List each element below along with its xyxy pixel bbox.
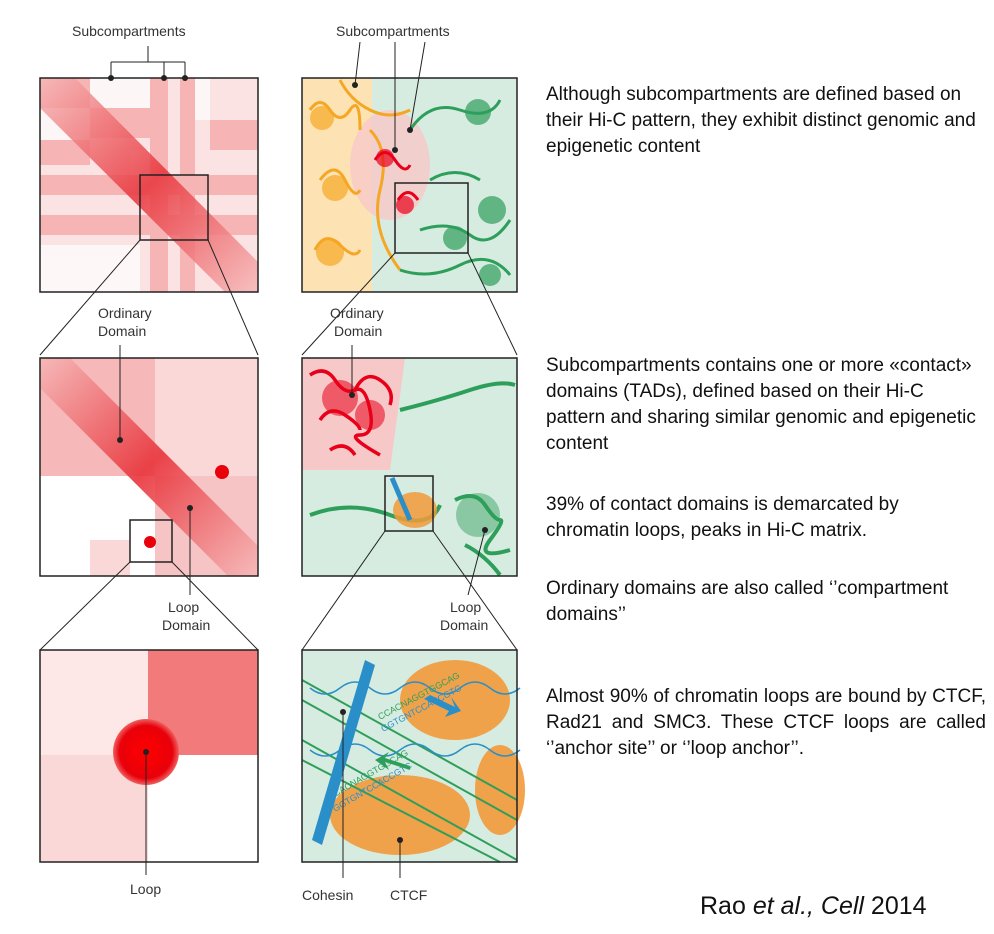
label-loop-domain-left-2: Domain [162, 617, 210, 633]
citation-journal: Cell [820, 892, 864, 920]
description-loops: 39% of contact domains is demarcated by … [546, 494, 899, 541]
loop-hic-matrix [39, 649, 259, 875]
label-loop: Loop [130, 881, 161, 897]
citation-author: Rao [700, 892, 753, 920]
label-ordinary-domain-right-1: Ordinary [330, 305, 384, 321]
zoom-line [432, 530, 518, 651]
subcompartments-hic-matrix [39, 46, 259, 293]
label-subcompartments-right: Subcompartments [336, 23, 450, 39]
label-subcompartments-left: Subcompartments [72, 23, 186, 39]
label-ordinary-domain-left-2: Domain [98, 323, 146, 339]
cohesin-ctcf-closeup: CCACNAGGTGGCAG GGTGNTCCACCGTC CCACNAGGTG… [301, 649, 525, 878]
arrow-green [375, 752, 410, 770]
label-ordinary-domain-left-1: Ordinary [98, 305, 152, 321]
label-cohesin: Cohesin [302, 887, 353, 903]
zoom-line [467, 252, 518, 356]
zoom-line [301, 530, 386, 651]
label-loop-domain-right-1: Loop [450, 599, 481, 615]
label-ctcf: CTCF [390, 887, 427, 903]
label-ordinary-domain-right-2: Domain [334, 323, 382, 339]
citation-etal: et al., [752, 892, 821, 920]
description-subcompartments: Although subcompartments are defined bas… [546, 84, 976, 157]
zoom-line [301, 252, 396, 356]
loop-peak-dot [215, 465, 229, 479]
subcompartments-chromatin [301, 41, 518, 293]
zoom-line [39, 239, 141, 356]
label-loop-domain-left-1: Loop [168, 599, 199, 615]
description-ctcf: Almost 90% of chromatin loops are bound … [546, 686, 986, 759]
label-loop-domain-right-2: Domain [440, 617, 488, 633]
description-ordinary-domains: Ordinary domains are also called ‘’compa… [546, 578, 949, 625]
zoom-line [207, 239, 259, 356]
zoom-line [171, 561, 259, 651]
arrow-blue [424, 695, 461, 717]
description-contact-domains: Subcompartments contains one or more «co… [546, 355, 976, 454]
loop-peak-dot [144, 536, 156, 548]
citation-year: 2014 [863, 892, 927, 920]
domain-chromatin [301, 345, 518, 596]
citation: Rao et al., Cell 2014 [700, 892, 927, 921]
domain-hic-matrix [39, 345, 259, 595]
zoom-line [39, 561, 131, 651]
